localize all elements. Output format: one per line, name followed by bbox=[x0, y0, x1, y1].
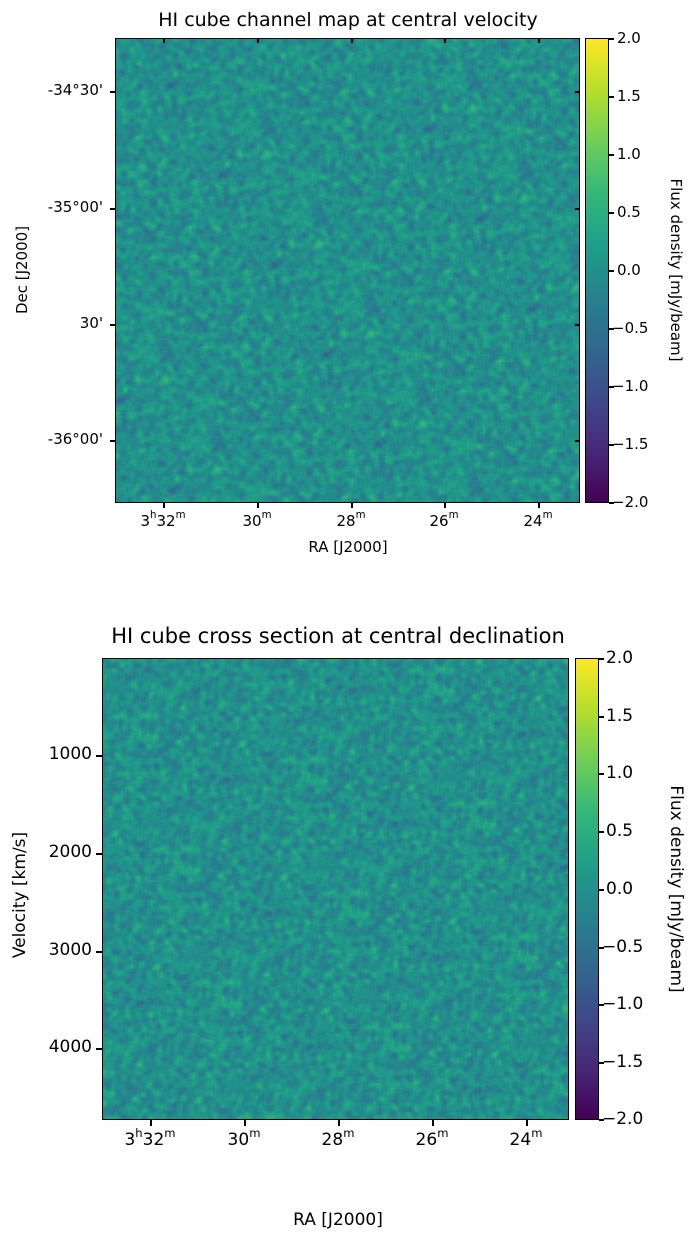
panel1-xlabel: RA [J2000] bbox=[308, 538, 387, 556]
panel2-xtick bbox=[432, 1120, 434, 1126]
panel2-cbar-tick-label: −1.5 bbox=[602, 1052, 643, 1072]
panel2-xlabel: RA [J2000] bbox=[293, 1210, 383, 1230]
panel2-ytick bbox=[96, 755, 102, 757]
panel2-cbar-tick-label: 0.5 bbox=[606, 821, 633, 841]
panel2-ytick bbox=[96, 1048, 102, 1050]
panel1-xtick-label: 26m bbox=[429, 512, 458, 530]
panel2-cbar-tick bbox=[599, 889, 604, 891]
panel2-xtick bbox=[338, 1120, 340, 1126]
panel1-ytick-label: -34°30' bbox=[48, 81, 103, 99]
panel1-cbar-tick-label: 1.0 bbox=[617, 145, 641, 163]
panel1-ytick bbox=[575, 208, 580, 210]
panel1-cbar-tick-label: −0.5 bbox=[612, 319, 648, 337]
panel1-cbar-tick-label: −2.0 bbox=[612, 493, 648, 511]
panel1-xtick bbox=[257, 503, 259, 508]
panel2-title: HI cube cross section at central declina… bbox=[111, 624, 565, 648]
panel1-ytick bbox=[575, 440, 580, 442]
panel1-xtick bbox=[538, 38, 540, 43]
panel1-ytick-label: 30' bbox=[80, 314, 103, 332]
panel1-xtick bbox=[163, 503, 165, 508]
panel1-colorbar bbox=[585, 38, 609, 503]
panel1-ylabel: Dec [J2000] bbox=[13, 226, 31, 314]
panel1-xtick-label: 24m bbox=[523, 512, 552, 530]
panel1-cbar-tick bbox=[609, 270, 614, 272]
panel2-xtick-label: 26m bbox=[416, 1130, 449, 1150]
panel2-cbar-tick-label: −0.5 bbox=[602, 937, 643, 957]
panel1-cbar-tick bbox=[609, 38, 614, 40]
panel1-xtick bbox=[257, 38, 259, 43]
panel2-cross-section bbox=[102, 658, 569, 1120]
panel1-cbar-tick-label: 0.5 bbox=[617, 203, 641, 221]
panel2-cbar-tick bbox=[599, 658, 604, 660]
panel1-xtick bbox=[351, 38, 353, 43]
panel1-ytick-label: -35°00' bbox=[48, 198, 103, 216]
panel1-cbar-tick-label: −1.0 bbox=[612, 377, 648, 395]
panel2-xtick-label: 30m bbox=[228, 1130, 261, 1150]
panel1-cbar-tick bbox=[609, 154, 614, 156]
panel1-xtick bbox=[163, 38, 165, 43]
panel2-xtick-label: 24m bbox=[510, 1130, 543, 1150]
panel2-colorbar bbox=[575, 658, 599, 1120]
panel1-cbar-tick-label: −1.5 bbox=[612, 435, 648, 453]
panel2-xtick-label: 28m bbox=[322, 1130, 355, 1150]
panel2-cbar-tick bbox=[599, 831, 604, 833]
panel1-cbar-tick-label: 1.5 bbox=[617, 87, 641, 105]
panel2-cbar-tick-label: 2.0 bbox=[606, 648, 633, 668]
panel1-xtick bbox=[444, 38, 446, 43]
panel1-cbar-tick bbox=[609, 212, 614, 214]
panel1-channel-map bbox=[115, 38, 580, 503]
panel2-cbar-tick-label: 1.0 bbox=[606, 763, 633, 783]
panel1-cbar-tick-label: 2.0 bbox=[617, 29, 641, 47]
panel2-xtick-label: 3h32m bbox=[124, 1130, 175, 1150]
panel2-xtick bbox=[526, 1120, 528, 1126]
panel1-title: HI cube channel map at central velocity bbox=[158, 9, 537, 31]
panel1-xtick bbox=[444, 503, 446, 508]
panel2-ytick-label: 3000 bbox=[49, 940, 92, 960]
panel2-ytick bbox=[96, 951, 102, 953]
panel1-ytick-label: -36°00' bbox=[48, 430, 103, 448]
panel1-colorbar-label: Flux density [mJy/beam] bbox=[667, 179, 685, 362]
panel2-cbar-tick bbox=[599, 716, 604, 718]
panel1-xtick bbox=[351, 503, 353, 508]
panel2-xtick bbox=[244, 1120, 246, 1126]
panel1-ytick bbox=[575, 324, 580, 326]
panel1-xtick-label: 30m bbox=[242, 512, 271, 530]
panel2-heatmap-image bbox=[103, 659, 568, 1119]
panel2-ytick bbox=[96, 853, 102, 855]
panel1-xtick bbox=[538, 503, 540, 508]
panel2-ytick-label: 4000 bbox=[49, 1037, 92, 1057]
panel2-ytick-label: 1000 bbox=[49, 744, 92, 764]
panel2-cbar-tick-label: 0.0 bbox=[606, 879, 633, 899]
panel1-xtick-label: 3h32m bbox=[140, 512, 185, 530]
panel1-heatmap-image bbox=[116, 39, 579, 502]
panel2-colorbar-label: Flux density [mJy/beam] bbox=[666, 785, 686, 992]
panel2-cbar-tick-label: 1.5 bbox=[606, 706, 633, 726]
panel1-ytick bbox=[575, 91, 580, 93]
panel1-xtick-label: 28m bbox=[336, 512, 365, 530]
panel1-ytick bbox=[110, 324, 115, 326]
panel2-xtick bbox=[150, 1120, 152, 1126]
panel1-cbar-tick-label: 0.0 bbox=[617, 261, 641, 279]
panel1-ytick bbox=[110, 208, 115, 210]
panel2-cbar-tick bbox=[599, 773, 604, 775]
panel1-cbar-tick bbox=[609, 96, 614, 98]
panel2-ytick-label: 2000 bbox=[49, 842, 92, 862]
panel1-ytick bbox=[110, 91, 115, 93]
panel1-ytick bbox=[110, 440, 115, 442]
panel2-cbar-tick-label: −1.0 bbox=[602, 994, 643, 1014]
panel2-ylabel: Velocity [km/s] bbox=[10, 832, 30, 958]
panel2-cbar-tick-label: −2.0 bbox=[602, 1109, 643, 1129]
